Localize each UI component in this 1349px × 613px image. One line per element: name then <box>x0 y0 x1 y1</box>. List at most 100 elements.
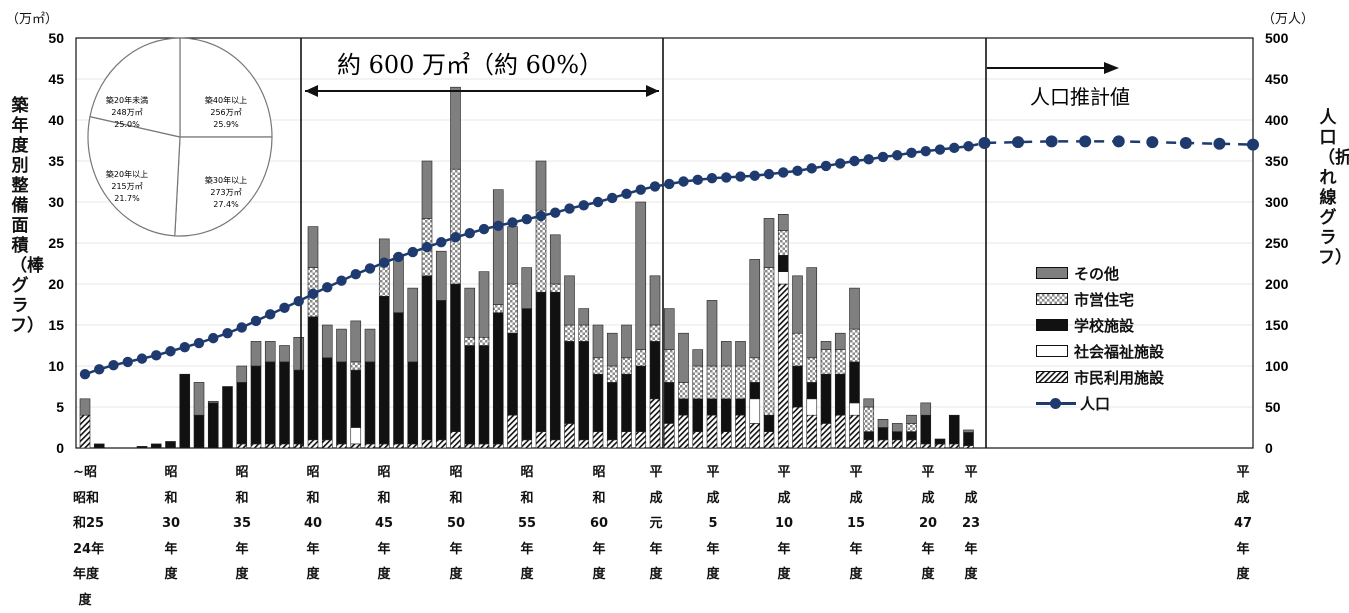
pie-label: 25.9% <box>213 120 239 129</box>
pie-label: 27.4% <box>213 200 239 209</box>
estimate-label: 人口推計値 <box>1030 85 1130 109</box>
population-point <box>535 210 547 222</box>
bar-segment <box>678 332 689 383</box>
bar-segment <box>806 382 818 400</box>
bar-segment <box>507 226 518 285</box>
bar-segment <box>549 439 561 449</box>
bar-segment <box>763 414 775 432</box>
population-point <box>407 246 418 258</box>
pie-label: 築20年未満 <box>106 95 148 105</box>
bar-segment <box>307 226 319 268</box>
bar-segment <box>150 443 162 449</box>
bar-segment <box>891 423 903 432</box>
bar-segment <box>507 414 518 449</box>
x-tick-label: 昭 和 55 年 度 <box>517 465 537 582</box>
bar-segment <box>393 312 404 445</box>
legend: その他 市営住宅 学校施設 社会福祉施設 市民利用施設 人口 <box>1036 260 1164 416</box>
bar-segment <box>136 446 148 449</box>
population-point <box>379 257 390 268</box>
x-tick-label: 昭 和 40 年 度 <box>303 465 323 582</box>
bar-segment <box>478 345 490 445</box>
bar-segment <box>891 439 903 449</box>
legend-label: 市営住宅 <box>1074 290 1135 309</box>
bar-segment <box>549 283 561 293</box>
bar-segment <box>378 443 390 449</box>
population-point <box>307 288 319 300</box>
bar-segment <box>934 443 946 449</box>
y-right-tick-label: 350 <box>1265 153 1289 169</box>
bar-segment <box>635 349 647 367</box>
population-point <box>108 359 119 371</box>
population-projection-point <box>1247 138 1259 151</box>
bar-segment <box>792 406 803 449</box>
population-point <box>649 181 661 192</box>
bar-segment <box>777 255 789 273</box>
bar-segment <box>250 443 262 449</box>
bar-segment <box>407 443 419 449</box>
bar-segment <box>279 443 290 449</box>
x-tick-label: 平 成 47 年 度 <box>1233 465 1253 582</box>
x-tick-label: 昭 和 45 年 度 <box>374 465 394 582</box>
population-point <box>464 227 475 239</box>
population-point <box>436 236 447 248</box>
population-projection-line <box>968 140 1254 148</box>
y-right-tick-label: 200 <box>1265 276 1289 292</box>
bar-segment <box>777 230 789 256</box>
bar-segment <box>849 287 860 330</box>
bar-segment <box>421 275 433 441</box>
bar-segment <box>350 320 362 363</box>
bar-segment <box>93 443 105 449</box>
bar-segment <box>535 291 547 432</box>
bar-segment <box>250 341 262 367</box>
bar-segment <box>450 86 461 170</box>
bar-segment <box>321 357 333 441</box>
bar-segment <box>692 349 704 367</box>
bar-segment <box>350 443 362 449</box>
bar-segment <box>492 312 504 445</box>
population-point <box>820 160 832 172</box>
bar-segment <box>906 439 917 449</box>
bar-segment <box>521 439 533 449</box>
population-point <box>550 207 561 218</box>
population-point <box>635 184 646 195</box>
population-point <box>806 163 817 174</box>
population-point <box>578 200 589 211</box>
y-right-tick-label: 500 <box>1265 30 1289 46</box>
x-tick-label: 昭 和 60 年 度 <box>589 465 609 582</box>
population-point <box>892 150 903 161</box>
population-point <box>849 155 860 167</box>
bar-segment <box>834 332 846 350</box>
bar-segment <box>450 168 461 285</box>
chart-svg: 0510152025303540455005010015020025030035… <box>48 30 1289 456</box>
pie-label: 21.7% <box>114 194 140 203</box>
bar-segment <box>863 406 875 432</box>
bar-segment <box>806 414 818 449</box>
y-right-tick-label: 300 <box>1265 194 1289 210</box>
population-point <box>521 214 532 225</box>
bar-segment <box>279 345 290 363</box>
bar-segment <box>521 267 533 309</box>
bar-segment <box>222 386 233 449</box>
bar-segment <box>393 443 404 449</box>
y-right-tick-label: 250 <box>1265 235 1289 251</box>
population-point <box>94 364 105 375</box>
bar-segment <box>621 357 632 375</box>
bar-segment <box>863 439 875 449</box>
bar-segment <box>834 414 846 449</box>
x-tick-label: 平 成 5 年 度 <box>706 465 720 582</box>
pie-label: 215万㎡ <box>111 182 142 191</box>
population-point <box>763 168 775 180</box>
population-point <box>236 322 247 333</box>
population-projection-point <box>1112 135 1125 148</box>
bar-segment <box>692 398 704 432</box>
population-projection-point <box>1012 136 1025 149</box>
bar-segment <box>663 349 675 383</box>
bar-segment <box>336 328 347 363</box>
bar-segment <box>720 431 732 449</box>
bar-segment <box>678 382 689 400</box>
y-left-tick-label: 35 <box>48 153 64 169</box>
bar-segment <box>521 308 533 441</box>
bar-segment <box>264 443 276 449</box>
bar-segment <box>834 373 846 416</box>
bar-segment <box>321 439 333 449</box>
